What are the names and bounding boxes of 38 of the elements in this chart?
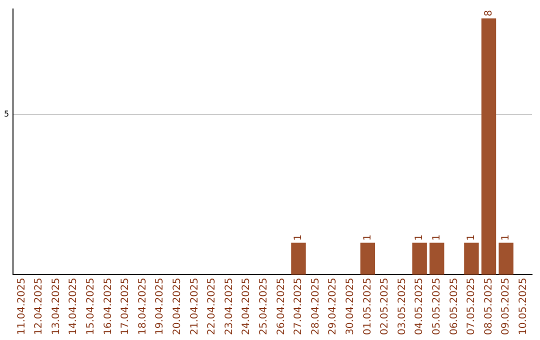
- x-tick-label: 02.05.2025: [380, 278, 391, 336]
- y-tick-label: 5: [4, 110, 10, 119]
- data-label: 1: [500, 234, 512, 241]
- x-tick-label: 26.04.2025: [276, 278, 287, 336]
- x-tick-label: 03.05.2025: [396, 278, 408, 336]
- x-tick-label: 12.04.2025: [34, 278, 45, 336]
- x-tick-label: 25.04.2025: [258, 278, 270, 336]
- x-tick-label: 27.04.2025: [293, 278, 304, 336]
- x-tick-label: 28.04.2025: [310, 278, 322, 336]
- data-label: 8: [483, 10, 494, 16]
- x-tick-label: 04.05.2025: [414, 278, 426, 336]
- x-tick-label: 30.04.2025: [344, 278, 356, 336]
- x-tick-label: 20.04.2025: [172, 278, 184, 336]
- x-tick-label: 05.05.2025: [431, 278, 442, 336]
- x-tick-label: 14.04.2025: [68, 278, 80, 336]
- x-tick-label: 23.04.2025: [224, 278, 235, 336]
- x-tick-label: 15.04.2025: [86, 278, 97, 336]
- x-tick-label: 06.05.2025: [448, 278, 460, 336]
- data-label: 1: [362, 234, 374, 241]
- data-label: 1: [414, 234, 426, 241]
- x-tick-label: 01.05.2025: [362, 278, 374, 336]
- x-tick-label: 21.04.2025: [189, 278, 200, 336]
- x-tick-label: 11.04.2025: [16, 278, 28, 336]
- data-label: 1: [431, 234, 442, 241]
- x-tick-label: 08.05.2025: [483, 278, 494, 336]
- x-tick-label: 13.04.2025: [50, 278, 62, 336]
- x-tick-label: 24.04.2025: [241, 278, 252, 336]
- x-tick-label: 29.04.2025: [328, 278, 339, 336]
- x-tick-label: 16.04.2025: [102, 278, 114, 336]
- x-tick-label: 22.04.2025: [206, 278, 218, 336]
- data-label: 1: [466, 234, 478, 241]
- x-tick-label: 17.04.2025: [120, 278, 132, 336]
- x-tick-label: 07.05.2025: [466, 278, 478, 336]
- x-tick-label: 19.04.2025: [154, 278, 166, 336]
- x-tick-label: 10.05.2025: [518, 278, 529, 336]
- data-label: 1: [293, 234, 304, 241]
- x-tick-label: 18.04.2025: [137, 278, 148, 336]
- x-tick-label: 09.05.2025: [500, 278, 512, 336]
